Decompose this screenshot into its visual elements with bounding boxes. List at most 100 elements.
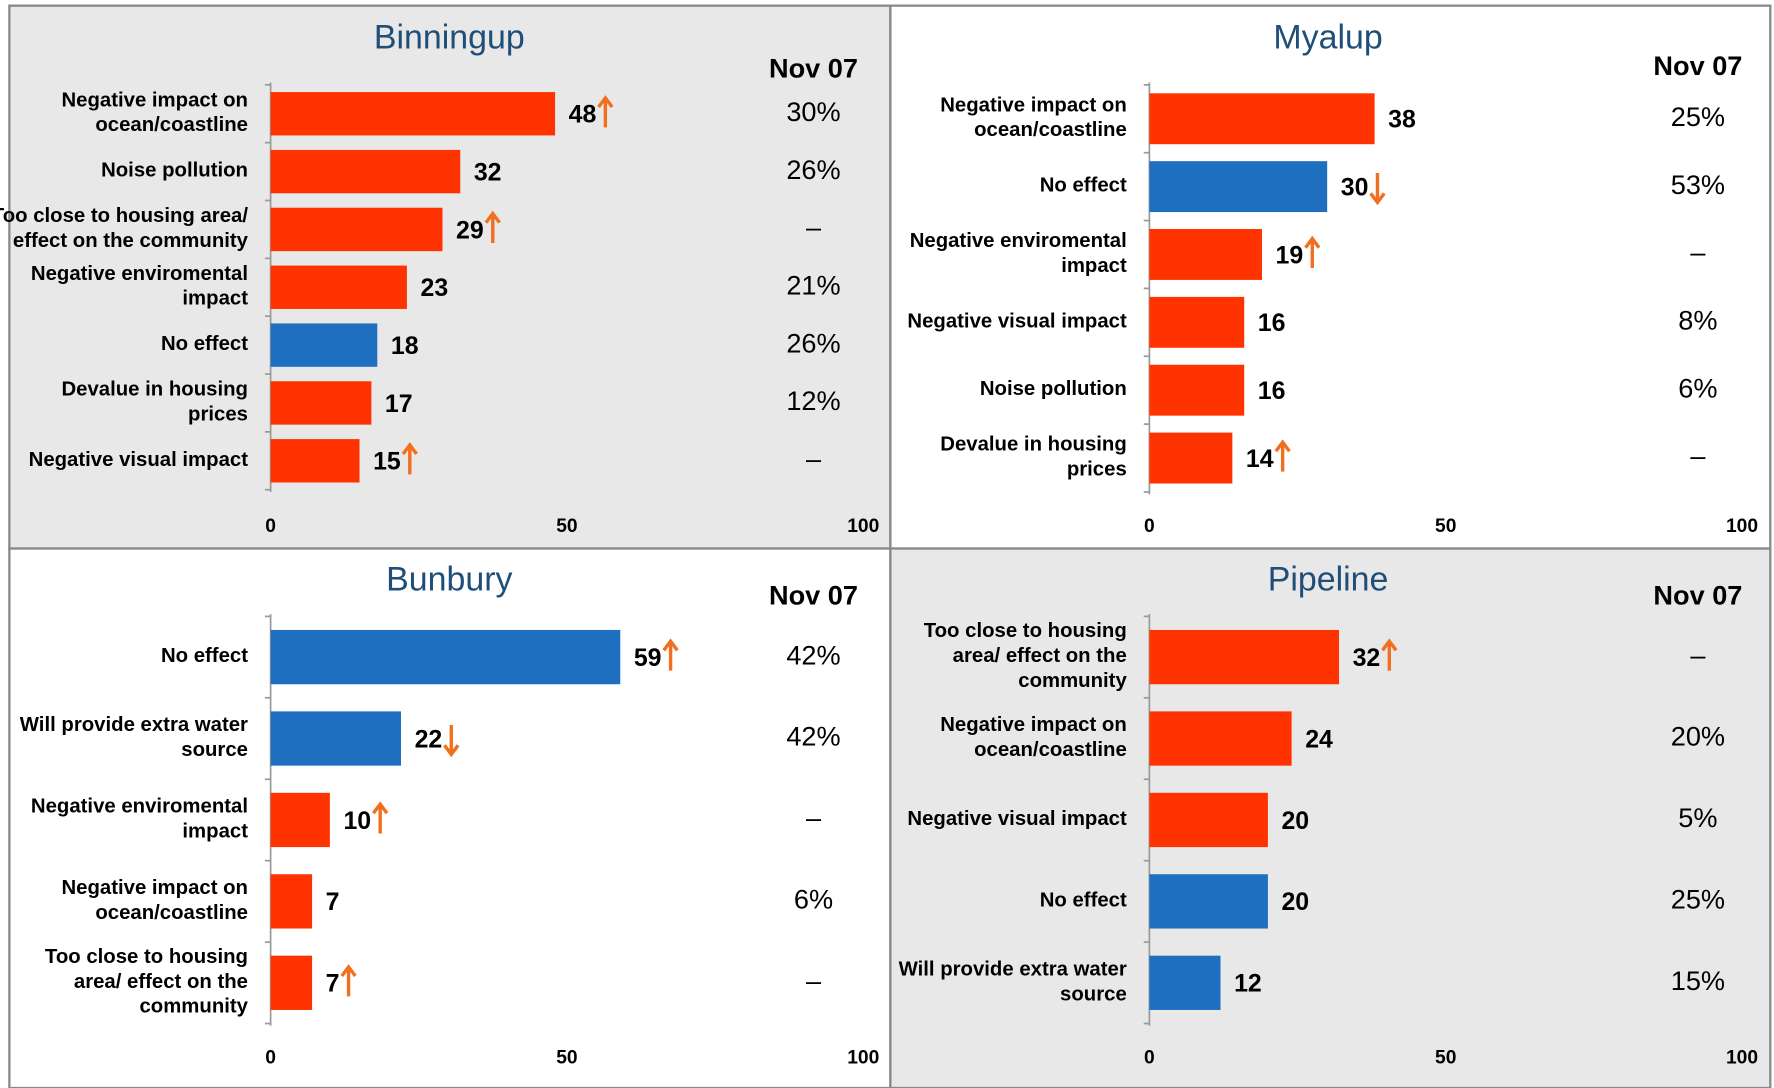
trend-arrow xyxy=(597,95,614,128)
category-label-line: Too close to housing xyxy=(45,946,248,968)
category-label-line: impact xyxy=(1061,255,1127,277)
column-value: 42% xyxy=(786,639,840,670)
bar xyxy=(1149,161,1328,213)
value-label: 7 xyxy=(326,970,340,998)
category-label-line: Negative impact on xyxy=(61,90,248,112)
x-tick-label: 0 xyxy=(1144,1048,1155,1069)
column-value: 6% xyxy=(794,884,833,915)
bar xyxy=(1149,364,1245,416)
category-label-line: Devalue in housing xyxy=(940,434,1127,456)
column-value: 26% xyxy=(786,154,840,185)
column-header: Nov 07 xyxy=(1653,579,1742,610)
category-label-line: source xyxy=(1060,984,1127,1006)
category-label-line: source xyxy=(181,739,248,761)
value-label: 30 xyxy=(1341,173,1369,201)
bar xyxy=(270,629,621,685)
panel: Binningup Nov 07 0 50 100 Negative impact on o… xyxy=(0,4,892,550)
x-tick-label: 100 xyxy=(1726,1048,1758,1069)
category-label-line: Will provide extra water xyxy=(20,714,248,736)
column-value: 21% xyxy=(786,269,840,300)
category-label-line: Negative impact on xyxy=(61,877,248,899)
category-label: Negative impact on ocean/coastline xyxy=(940,95,1127,142)
x-tick-label: 50 xyxy=(556,1048,577,1069)
column-value: – xyxy=(1690,639,1706,670)
category-label-line: Too close to housing area/ xyxy=(0,205,248,227)
column-value: 25% xyxy=(1671,101,1725,132)
x-tick-label: 0 xyxy=(265,516,276,537)
bar xyxy=(270,439,360,483)
bar xyxy=(270,265,407,309)
category-label: Negative enviromental impact xyxy=(31,263,248,310)
category-label-line: Negative enviromental xyxy=(31,263,248,285)
category-label-line: community xyxy=(1018,670,1127,692)
category-label-line: No effect xyxy=(161,645,248,667)
bar xyxy=(1149,792,1268,848)
category-label-line: Negative impact on xyxy=(940,714,1127,736)
category-label-line: Negative visual impact xyxy=(29,449,249,471)
bar xyxy=(1149,874,1268,929)
value-label: 32 xyxy=(474,158,502,186)
category-label-line: No effect xyxy=(1040,175,1127,197)
value-label: 16 xyxy=(1258,377,1286,405)
category-label: No effect xyxy=(1040,890,1127,912)
category-label-line: community xyxy=(139,996,248,1018)
panel-title: Myalup xyxy=(1273,19,1382,57)
bar xyxy=(270,149,461,194)
column-value: 25% xyxy=(1671,884,1725,915)
x-tick-label: 50 xyxy=(556,516,577,537)
x-tick-label: 50 xyxy=(1435,516,1456,537)
category-label-line: ocean/coastline xyxy=(974,120,1127,142)
panel-title: Binningup xyxy=(374,19,525,57)
bar xyxy=(270,381,372,425)
x-tick-label: 100 xyxy=(1726,516,1758,537)
trend-arrow xyxy=(340,964,357,997)
category-label-line: area/ effect on the xyxy=(74,971,248,993)
x-tick-label: 50 xyxy=(1435,1048,1456,1069)
column-value: – xyxy=(1690,237,1706,268)
bar xyxy=(1149,93,1375,145)
value-label: 18 xyxy=(391,332,419,360)
category-label-line: Will provide extra water xyxy=(899,959,1127,981)
category-label: Noise pollution xyxy=(101,160,248,182)
value-label: 10 xyxy=(343,807,371,835)
bar xyxy=(1149,229,1262,280)
value-label: 23 xyxy=(420,274,448,302)
x-tick-label: 0 xyxy=(1144,516,1155,537)
bar xyxy=(1149,711,1292,766)
category-label-line: area/ effect on the xyxy=(953,645,1127,667)
category-label: Will provide extra water source xyxy=(20,714,248,761)
column-value: – xyxy=(806,212,822,243)
category-label-line: ocean/coastline xyxy=(974,739,1127,761)
x-tick-label: 100 xyxy=(847,1048,879,1069)
category-label: Negative impact on ocean/coastline xyxy=(61,90,248,137)
panel: Bunbury Nov 07 0 50 100 No effect 59 42% Will pr… xyxy=(8,547,892,1088)
category-label: Negative impact on ocean/coastline xyxy=(940,714,1127,761)
x-tick-label: 0 xyxy=(265,1048,276,1069)
panel-background xyxy=(889,4,1772,550)
bar xyxy=(270,874,313,929)
column-value: 5% xyxy=(1678,802,1717,833)
category-label-line: Devalue in housing xyxy=(61,379,248,401)
value-label: 38 xyxy=(1388,106,1416,134)
value-label: 22 xyxy=(415,725,443,753)
bar xyxy=(270,323,378,367)
value-label: 16 xyxy=(1258,309,1286,337)
bar xyxy=(270,792,330,848)
trend-arrow xyxy=(401,442,418,475)
category-label-line: Negative visual impact xyxy=(907,311,1127,333)
bar xyxy=(270,711,401,766)
panel: Myalup Nov 07 0 50 100 Negative impact on ocea… xyxy=(889,4,1772,550)
category-label-line: prices xyxy=(1067,459,1127,481)
trend-arrow xyxy=(662,638,679,671)
category-label-line: Too close to housing xyxy=(924,621,1127,643)
category-label-line: Negative enviromental xyxy=(910,230,1127,252)
category-label: Noise pollution xyxy=(980,379,1127,401)
category-label: Too close to housing area/ effect on the c… xyxy=(924,621,1128,693)
trend-arrow xyxy=(443,724,460,758)
category-label: Negative visual impact xyxy=(29,449,249,471)
value-label: 48 xyxy=(569,101,597,129)
category-label: Negative impact on ocean/coastline xyxy=(61,877,248,924)
category-label-line: Noise pollution xyxy=(980,379,1127,401)
value-label: 14 xyxy=(1246,445,1274,473)
column-value: 30% xyxy=(786,96,840,127)
